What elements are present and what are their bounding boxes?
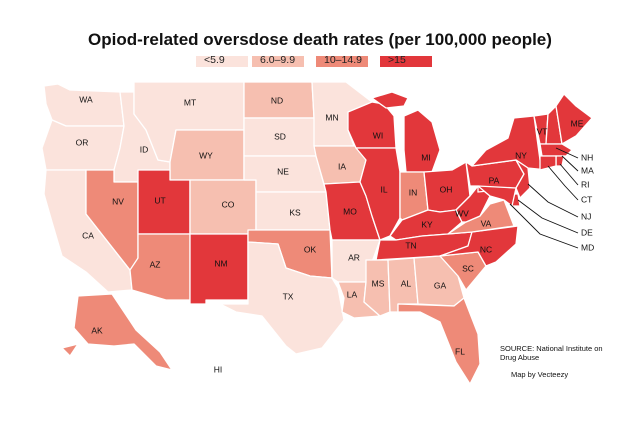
- state-label-NC: NC: [480, 244, 492, 254]
- state-label-OK: OK: [304, 244, 317, 254]
- state-label-IN: IN: [409, 187, 418, 197]
- legend-swatch: [380, 56, 432, 67]
- state-label-WY: WY: [199, 150, 213, 160]
- legend-label: 6.0–9.9: [260, 54, 296, 66]
- state-label-MO: MO: [343, 206, 357, 216]
- state-CT[interactable]: [539, 155, 557, 171]
- state-label-KS: KS: [289, 207, 301, 217]
- state-label-DE: DE: [581, 227, 593, 237]
- state-label-KY: KY: [421, 219, 433, 229]
- legend-label: >15: [388, 54, 406, 66]
- state-label-HI: HI: [214, 364, 223, 374]
- state-label-ID: ID: [140, 144, 149, 154]
- state-label-NY: NY: [515, 150, 527, 160]
- state-label-WI: WI: [373, 130, 383, 140]
- state-label-MD: MD: [581, 242, 594, 252]
- state-WA[interactable]: [43, 83, 125, 127]
- state-label-OR: OR: [76, 137, 89, 147]
- state-labels: WA OR CA ID NV MT WY UT AZ CO NM ND SD N…: [76, 94, 584, 374]
- map-credit: Map by Vecteezy: [511, 370, 569, 379]
- state-label-RI: RI: [581, 179, 590, 189]
- state-label-IL: IL: [380, 184, 387, 194]
- state-label-PA: PA: [489, 175, 500, 185]
- state-label-WV: WV: [455, 208, 469, 218]
- legend: <5.9 6.0–9.9 10–14.9 >15: [0, 54, 640, 70]
- state-label-WA: WA: [79, 94, 93, 104]
- state-TX[interactable]: [219, 241, 345, 355]
- state-label-VA: VA: [481, 218, 492, 228]
- state-WV[interactable]: [455, 185, 491, 223]
- state-NM[interactable]: [189, 233, 249, 305]
- state-label-AK: AK: [91, 325, 103, 335]
- state-label-NM: NM: [214, 258, 227, 268]
- state-AK[interactable]: [61, 293, 173, 371]
- state-label-AL: AL: [401, 278, 412, 288]
- state-label-TN: TN: [405, 240, 416, 250]
- legend-label: 10–14.9: [324, 54, 362, 66]
- state-label-NH: NH: [581, 152, 593, 162]
- state-label-NJ: NJ: [581, 211, 591, 221]
- state-label-SC: SC: [462, 263, 474, 273]
- state-MD[interactable]: [477, 185, 517, 207]
- state-label-NE: NE: [277, 166, 289, 176]
- state-label-TX: TX: [283, 291, 294, 301]
- state-label-CA: CA: [82, 230, 94, 240]
- state-label-IA: IA: [338, 161, 346, 171]
- state-label-MI: MI: [421, 152, 430, 162]
- state-label-MT: MT: [184, 97, 196, 107]
- state-label-UT: UT: [154, 195, 165, 205]
- state-label-SD: SD: [274, 131, 286, 141]
- map-title: Opiod-related oversdose death rates (per…: [88, 30, 552, 49]
- source-note: SOURCE: National Institute on Drug Abuse: [500, 344, 603, 362]
- legend-swatch: [196, 56, 248, 67]
- leader-lines: [509, 147, 579, 249]
- state-label-CO: CO: [222, 199, 235, 209]
- state-label-NV: NV: [112, 196, 124, 206]
- state-label-AR: AR: [348, 252, 360, 262]
- legend-swatch: [316, 56, 368, 67]
- state-label-OH: OH: [440, 184, 453, 194]
- legend-swatch: [252, 56, 304, 67]
- state-MA[interactable]: [539, 143, 573, 157]
- state-NC[interactable]: [439, 225, 519, 267]
- legend-label: <5.9: [204, 54, 225, 66]
- state-label-FL: FL: [455, 346, 465, 356]
- state-NJ[interactable]: [515, 159, 531, 199]
- state-label-VT: VT: [537, 126, 548, 136]
- state-MI[interactable]: [371, 91, 441, 173]
- state-label-ND: ND: [271, 95, 283, 105]
- state-label-MN: MN: [325, 112, 338, 122]
- state-label-MA: MA: [581, 165, 594, 175]
- small-state-labels: NH MA RI CT NJ DE MD: [581, 152, 594, 252]
- state-label-MS: MS: [372, 278, 385, 288]
- state-WI[interactable]: [347, 101, 397, 149]
- state-label-GA: GA: [434, 280, 447, 290]
- state-label-LA: LA: [347, 289, 358, 299]
- state-label-CT: CT: [581, 194, 592, 204]
- state-label-ME: ME: [571, 118, 584, 128]
- state-label-AZ: AZ: [150, 259, 161, 269]
- state-FL[interactable]: [397, 297, 481, 385]
